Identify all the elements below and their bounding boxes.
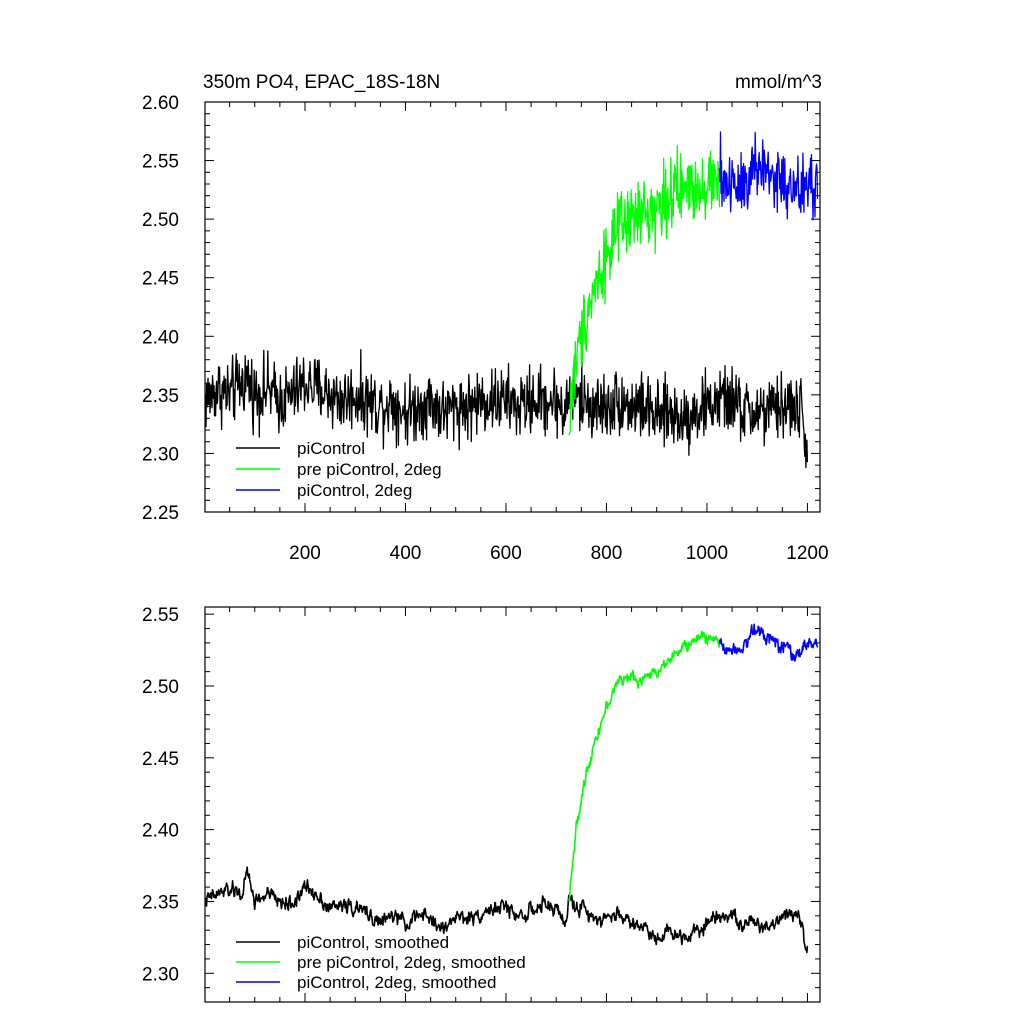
y-tick-label: 2.40 [142,327,179,348]
legend-label: piControl, 2deg, smoothed [297,973,496,992]
y-tick-label: 2.55 [142,605,179,626]
y-tick-label: 2.35 [142,892,179,913]
plot-frame [204,606,821,1003]
x-tick-label: 1000 [686,543,728,564]
series-line-2 [568,630,721,902]
y-tick-label: 2.35 [142,386,179,407]
y-tick-label: 2.25 [142,503,179,524]
top-panel: 2.25 2.30 2.35 2.40 2.45 2.50 2.55 2.60 200 400 60… [142,93,829,564]
y-tick-label: 2.30 [142,444,179,465]
y-tick-label: 2.50 [142,210,179,231]
y-tick-label: 2.30 [142,964,179,985]
x-tick-label: 1200 [786,543,828,564]
series-line-3 [718,623,819,662]
legend-label: pre piControl, 2deg [297,460,442,479]
bottom-panel: 2.30 2.35 2.40 2.45 2.50 2.55 piControl, smoot… [142,605,821,1003]
plot-frame [204,101,821,513]
y-tick-label: 2.45 [142,269,179,290]
legend-label: piControl, 2deg [297,481,412,500]
series-line-3 [718,131,819,221]
y-tick-label: 2.50 [142,677,179,698]
x-tick-label: 600 [490,543,522,564]
series-line-1 [205,348,809,469]
x-tick-label: 800 [591,543,623,564]
y-tick-label: 2.60 [142,93,179,114]
legend-label: pre piControl, 2deg, smoothed [297,953,526,972]
series-line-1 [205,866,809,954]
y-tick-label: 2.55 [142,152,179,173]
legend-label: piControl, smoothed [297,933,449,952]
figure-units: mmol/m^3 [735,72,822,93]
series-line-2 [568,144,721,436]
figure-title: 350m PO4, EPAC_18S-18N [203,72,440,93]
y-tick-label: 2.45 [142,749,179,770]
x-tick-label: 200 [289,543,321,564]
legend-label: piControl [297,439,365,458]
y-tick-label: 2.40 [142,821,179,842]
x-tick-label: 400 [390,543,422,564]
